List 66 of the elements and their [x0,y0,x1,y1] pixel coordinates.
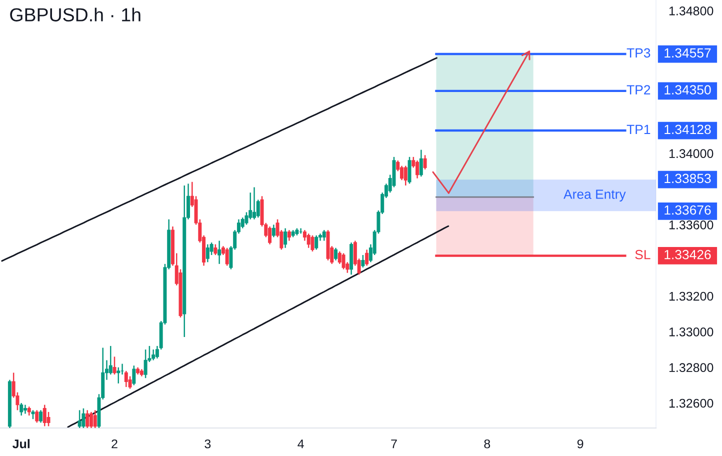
y-tick-label: 1.32800 [669,363,714,372]
y-tick-label: 1.32600 [669,398,714,408]
candlestick [287,229,291,242]
x-tick-label: 3 [204,439,211,448]
x-tick-label: 9 [577,439,584,448]
candlestick [35,410,39,424]
x-tick-label: 8 [484,439,490,448]
candlestick [361,254,365,268]
candlestick [152,348,156,361]
candlestick [20,402,24,416]
y-tick-label: 1.34800 [669,6,714,16]
line-series [67,225,450,428]
candlestick [46,411,50,427]
candlestick [365,249,369,266]
candlestick [408,156,412,184]
candlestick [284,228,288,249]
candlestick [306,232,310,249]
candlestick [86,410,90,428]
text: 1.34350 [664,85,711,94]
candlestick [416,160,420,179]
candlestick [93,410,97,428]
band-label: Area Entry [564,190,626,202]
candlestick [310,234,314,252]
y-tick-label: 1.33000 [669,328,714,336]
candlestick [42,404,46,427]
candlestick [272,224,276,238]
candlestick [314,234,318,250]
text: 1.34128 [664,124,711,134]
ref-line-label: TP1 [626,124,650,134]
candlestick [78,410,82,428]
candlestick [419,149,423,178]
candlestick [225,247,229,266]
y-tick-label: 1.34000 [669,149,714,158]
candlestick [116,366,120,384]
ref-line-label: TP2 [626,85,650,94]
y-tick-label: 1.33600 [669,220,714,230]
candlestick [82,408,86,428]
x-tick-label: Jul [12,439,30,448]
candlestick [342,252,346,270]
candlestick [89,411,93,428]
candlestick [218,240,222,265]
candlestick [112,356,116,376]
text: 1.33676 [664,205,711,215]
candlestick [268,226,272,245]
candlestick [404,165,408,186]
candlestick [214,244,218,256]
x-tick-label: 4 [298,440,304,448]
ref-line-label: SL [635,250,650,260]
candlestick [252,186,256,220]
ref-line-label: TP3 [626,48,650,58]
line-series [1,57,438,262]
candlestick [206,244,210,263]
x-tick-label: 2 [112,439,118,448]
candlestick [144,348,148,379]
x-tick-label: 7 [391,440,397,448]
text: 1.34557 [664,48,711,58]
candlestick [124,370,128,388]
text: 1.33853 [664,174,711,184]
candlestick [132,364,136,386]
candlestick [423,154,427,170]
candlestick [334,247,338,261]
y-tick-label: 1.33200 [669,292,714,301]
candlestick [322,229,326,242]
candlestick [39,410,43,424]
text: 1.33426 [664,250,711,260]
chart-title: GBPUSD.h · 1h [10,8,140,22]
